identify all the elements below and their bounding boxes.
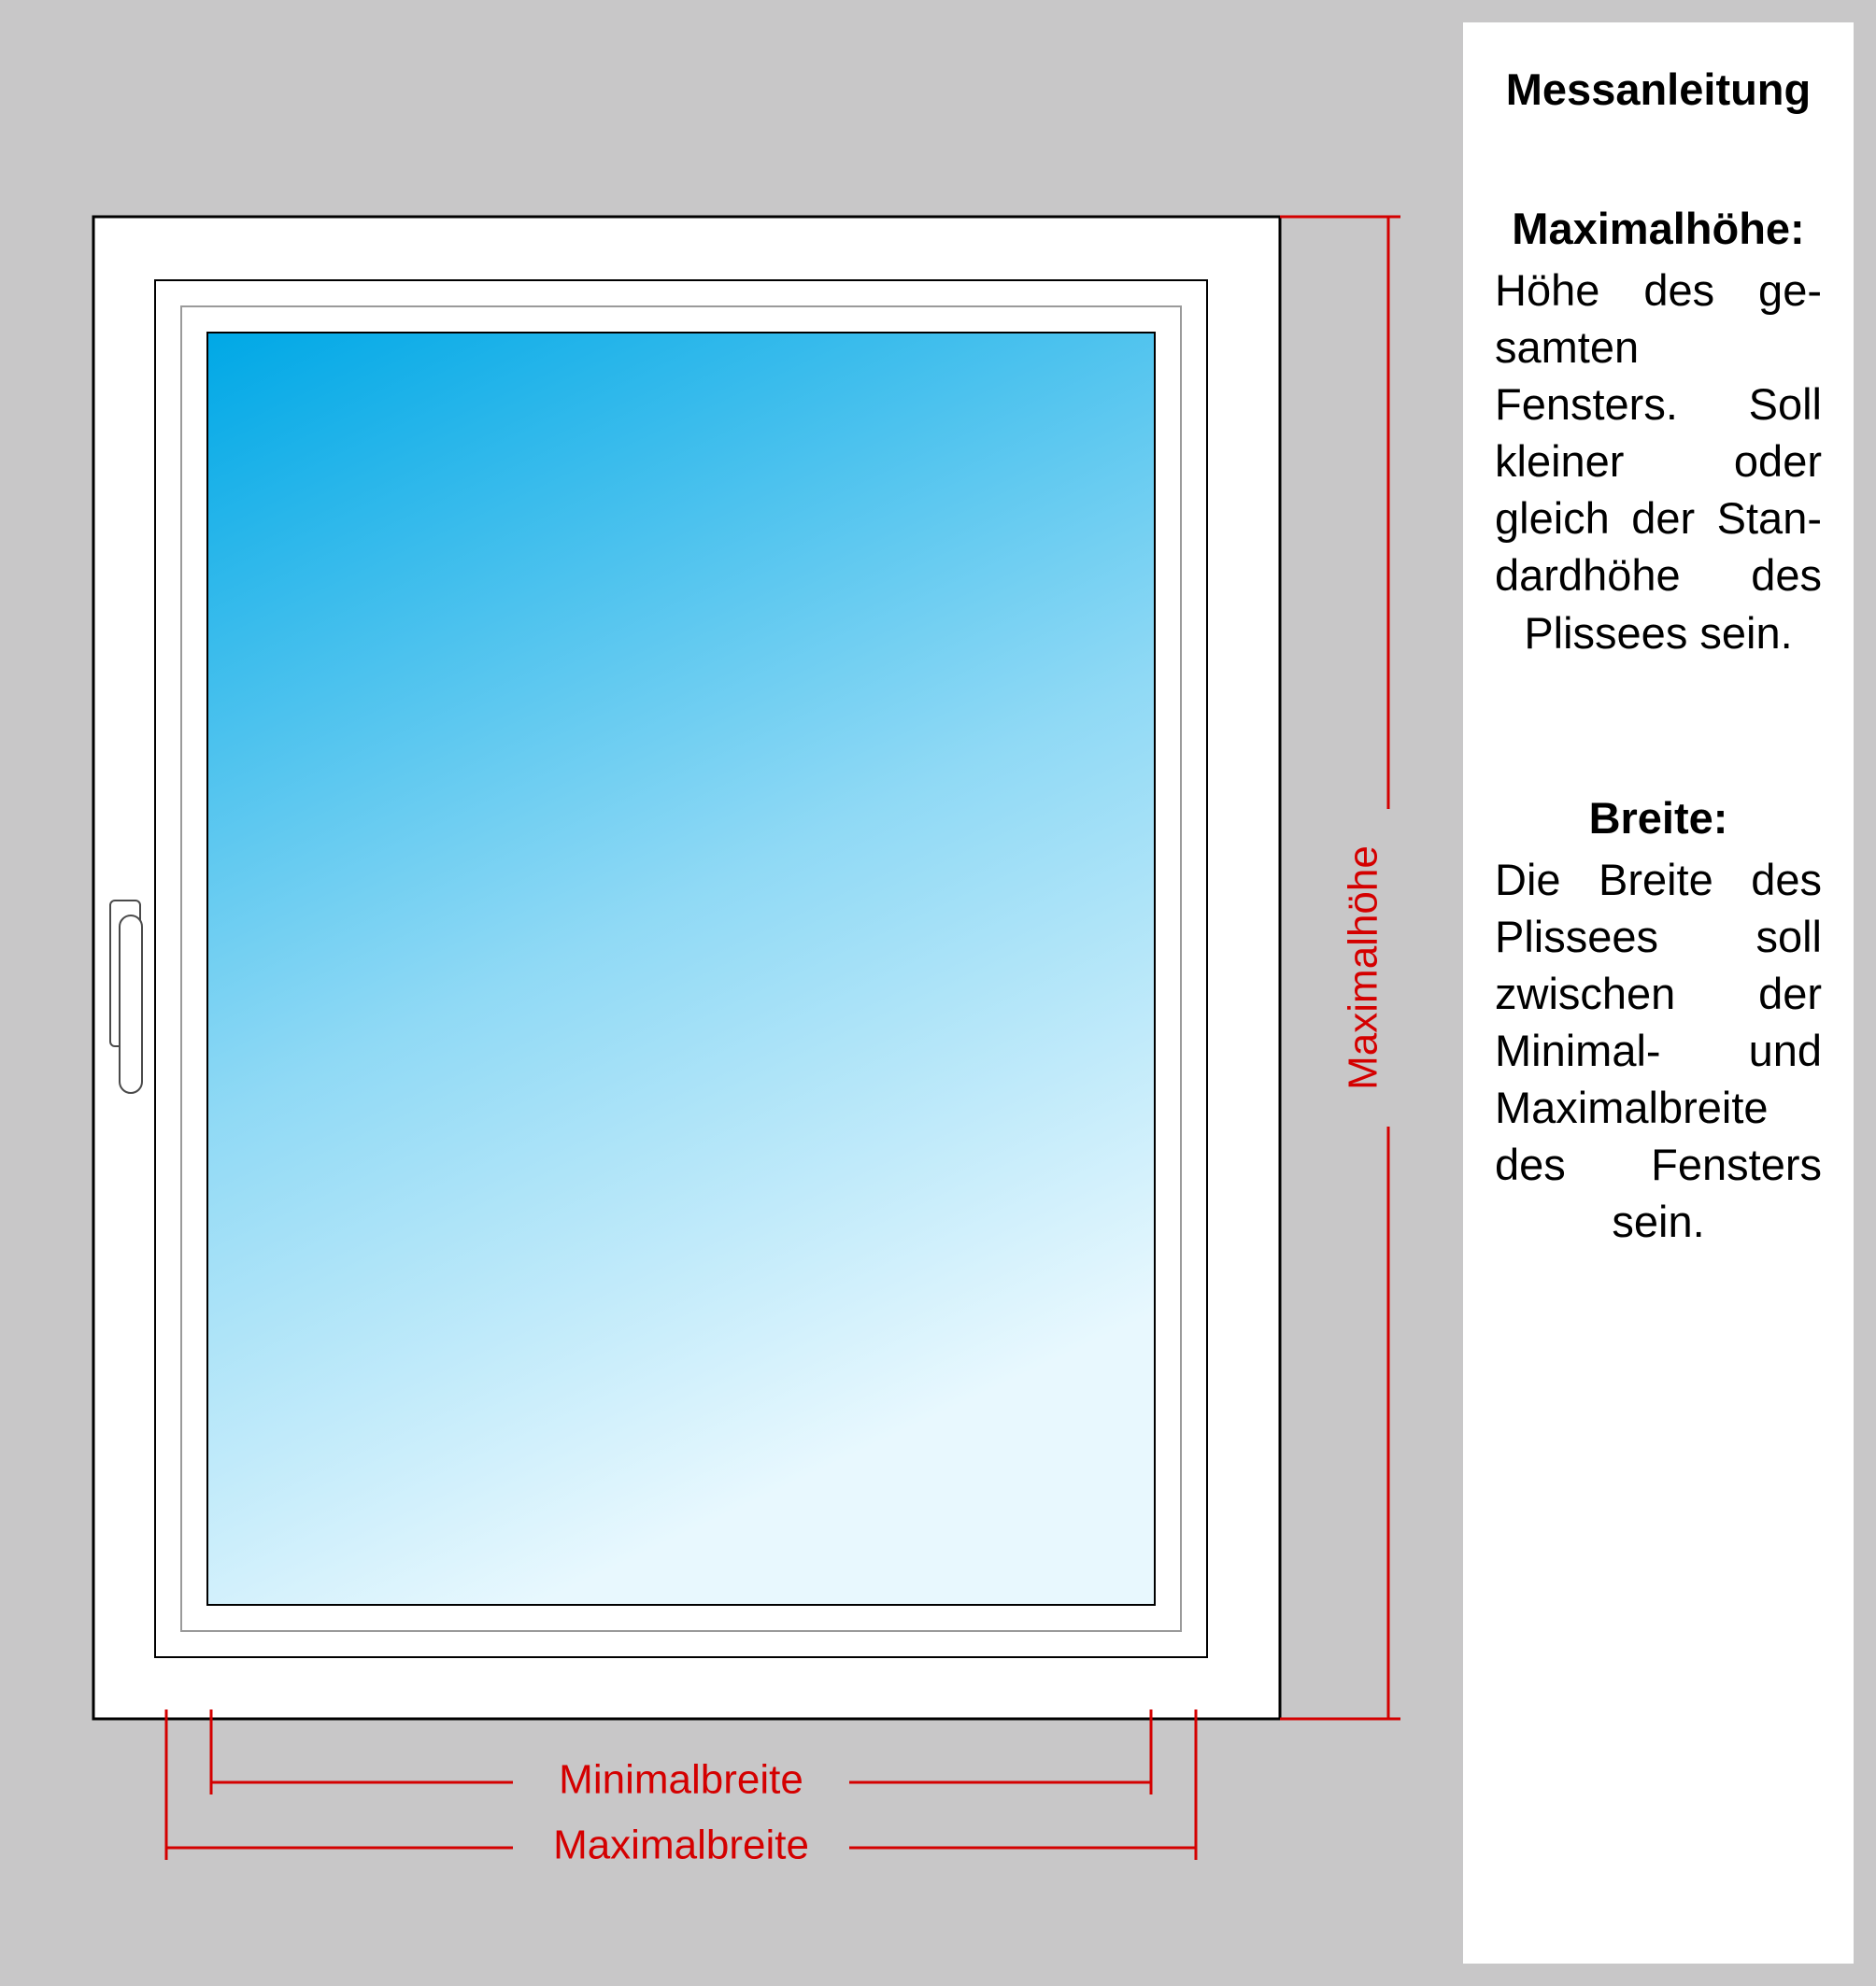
section-max-height: Maximalhöhe: Höhe des ge­samten Fensters…: [1495, 203, 1822, 661]
window-glass: [207, 333, 1155, 1605]
section-heading: Maximalhöhe:: [1495, 203, 1822, 254]
section-body: Höhe des ge­samten Fensters. Soll kleine…: [1495, 262, 1822, 661]
svg-text:Maximalhöhe: Maximalhöhe: [1341, 845, 1386, 1090]
svg-text:Maximalbreite: Maximalbreite: [553, 1823, 809, 1868]
info-panel: Messanleitung Maximalhöhe: Höhe des ge­s…: [1463, 22, 1854, 1964]
panel-title: Messanleitung: [1495, 64, 1822, 115]
stage: Maximalhöhe Minimalbreite Maximalbreite Me…: [0, 0, 1876, 1986]
section-width: Breite: Die Breite des Plissees soll zwi…: [1495, 792, 1822, 1251]
section-body: Die Breite des Plissees soll zwi­schen d…: [1495, 851, 1822, 1251]
section-heading: Breite:: [1495, 792, 1822, 844]
svg-text:Minimalbreite: Minimalbreite: [559, 1757, 803, 1803]
